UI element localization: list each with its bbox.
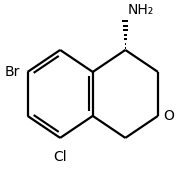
Text: Br: Br [5, 65, 20, 79]
Text: NH₂: NH₂ [128, 3, 154, 17]
Text: Cl: Cl [53, 150, 67, 164]
Text: O: O [163, 109, 174, 123]
